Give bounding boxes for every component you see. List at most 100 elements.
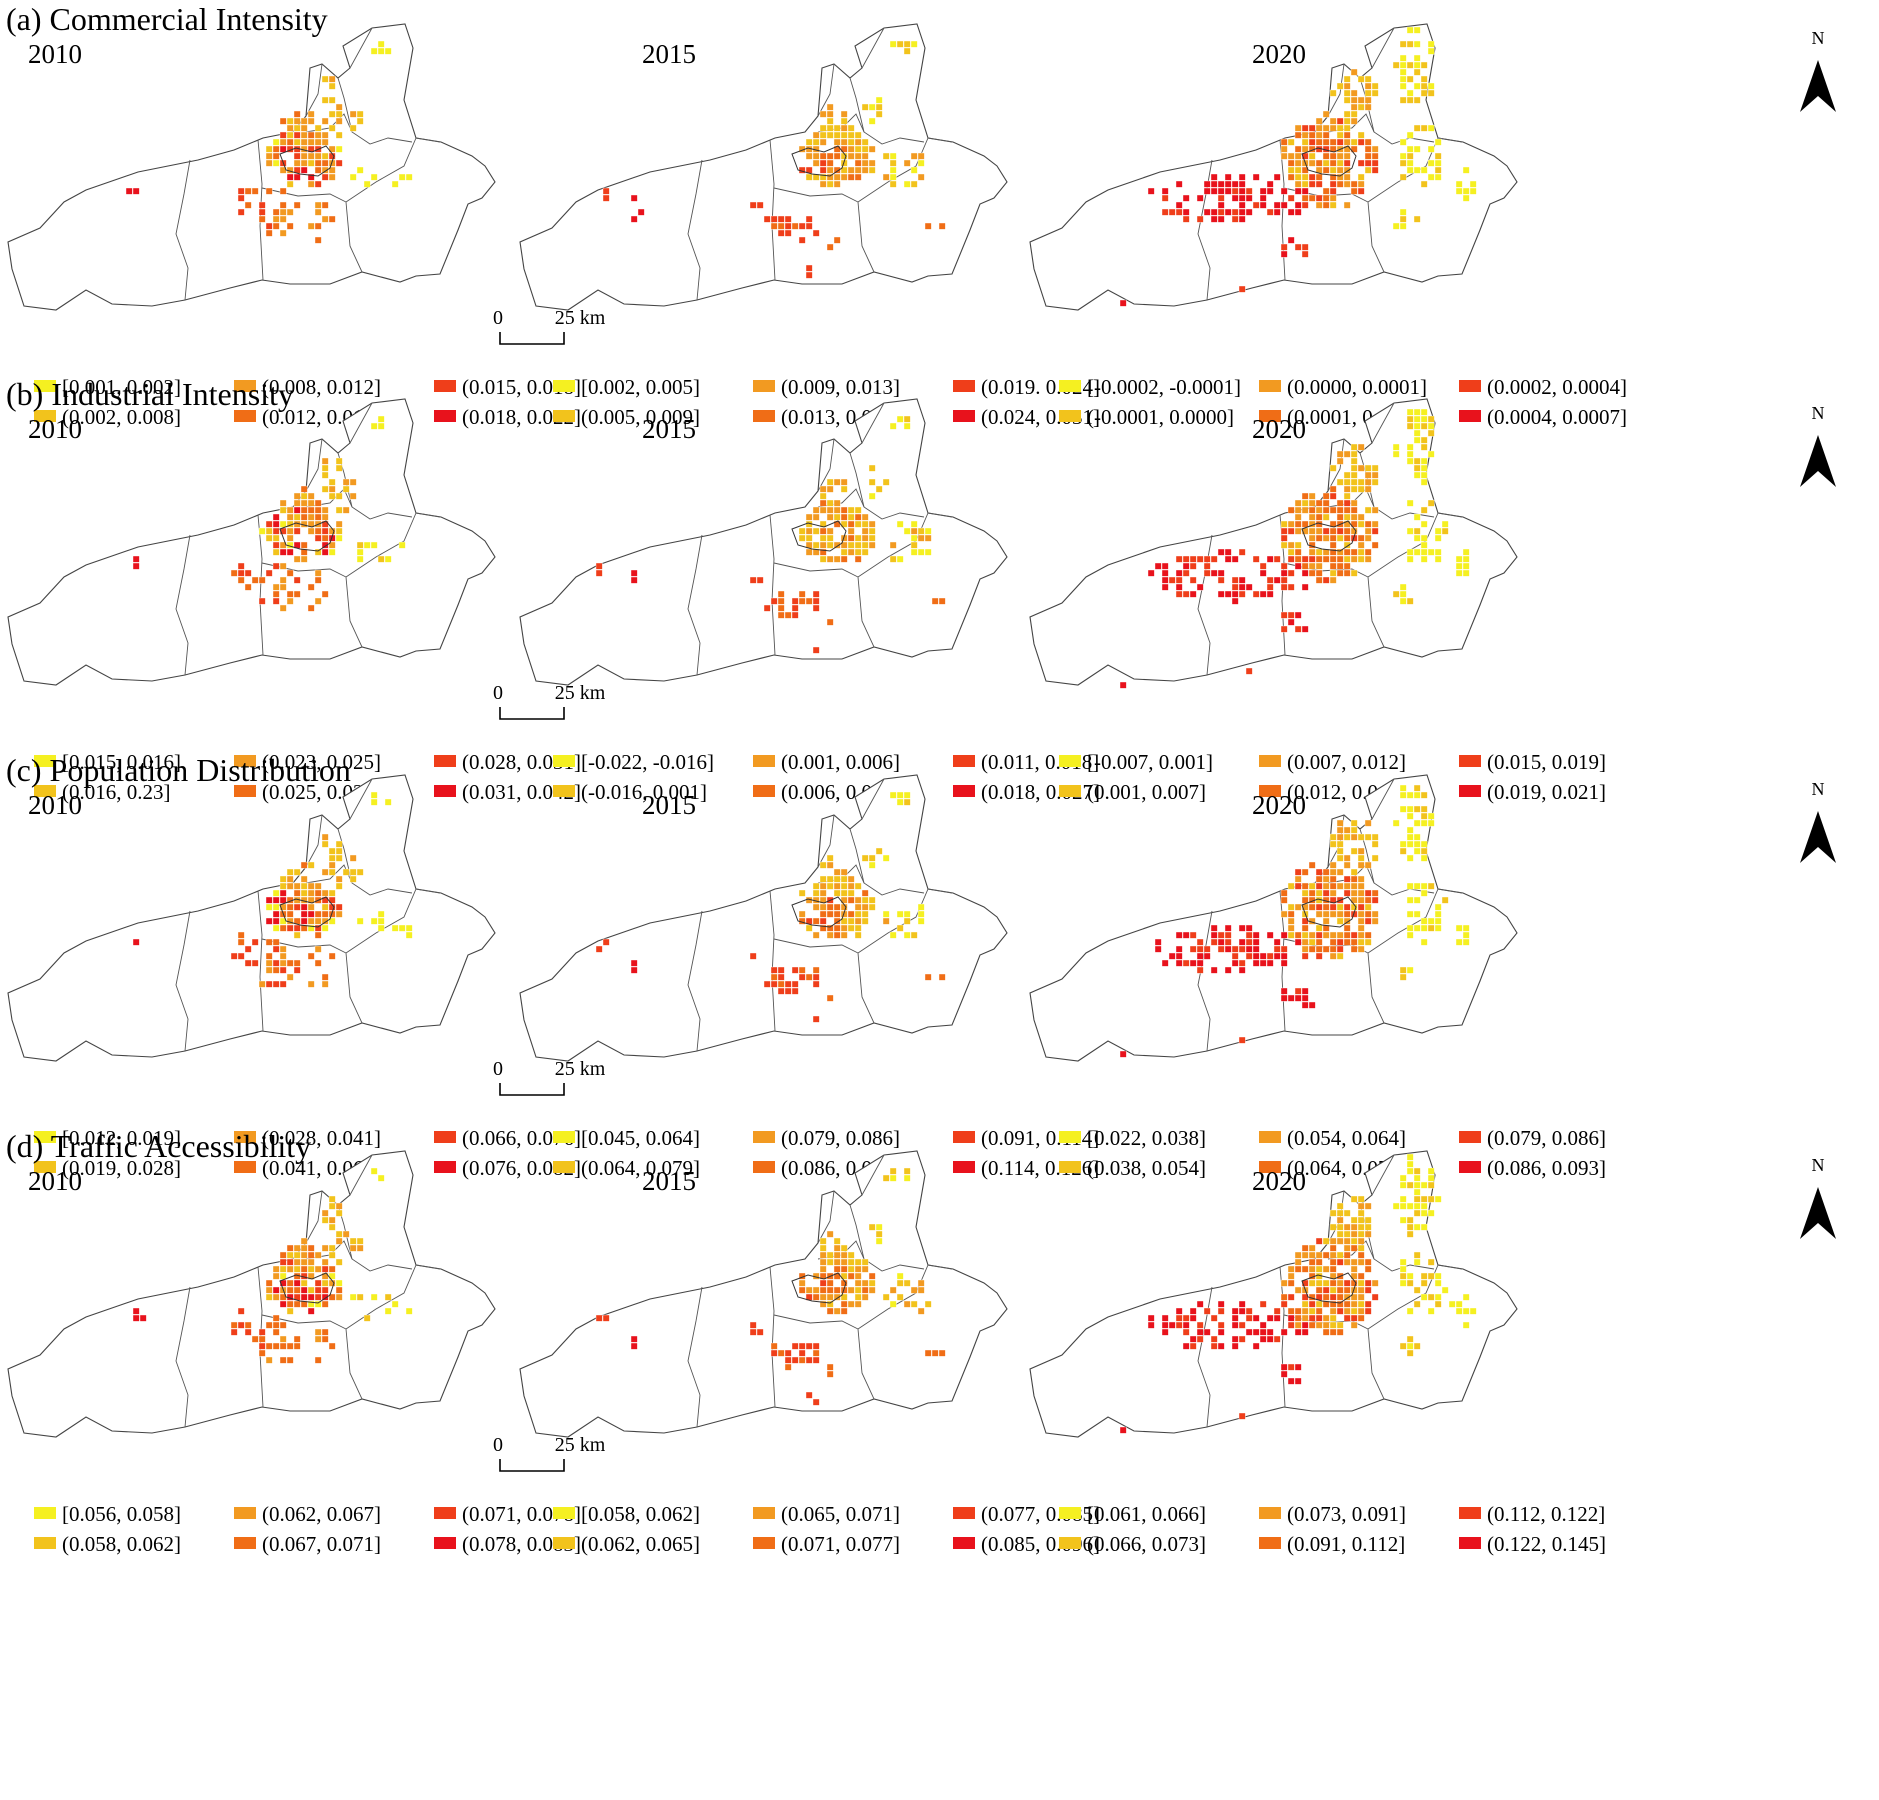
grid-cell [1238,180,1246,188]
legend-swatch [753,380,775,392]
grid-cell [1322,1251,1330,1259]
grid-cell [1350,1265,1358,1273]
grid-cell [293,117,301,125]
grid-cell [258,1328,266,1336]
grid-cell [279,1265,287,1273]
grid-cell [1364,833,1372,841]
county-boundary [1371,402,1395,444]
grid-cell [1413,1188,1421,1196]
grid-cell [1175,1314,1183,1322]
grid-cell [1420,471,1428,479]
grid-cell [1343,1293,1351,1301]
map-2015 [519,774,1008,1062]
legend-label: (0.009, 0.013] [781,375,900,399]
grid-cell [1287,1363,1295,1371]
grid-cell [826,1251,834,1259]
grid-cell [1196,1328,1204,1336]
scale-zero: 0 [493,307,503,329]
grid-cell [903,917,911,925]
grid-cell [868,861,876,869]
grid-cell [1364,931,1372,939]
grid-cell [398,924,406,932]
grid-cell [1343,562,1351,570]
grid-cell [924,1300,932,1308]
grid-cell [272,215,280,223]
grid-cell [1322,868,1330,876]
grid-cell [356,541,364,549]
county-boundary [345,888,417,954]
grid-cell [819,889,827,897]
grid-cell [279,208,287,216]
grid-cell [1357,180,1365,188]
grid-cell [910,1286,918,1294]
grid-cell [272,1321,280,1329]
legend-label: (0.079, 0.086] [781,1126,900,1150]
grid-cell [805,215,813,223]
grid-cell [1364,138,1372,146]
grid-cell [1322,1328,1330,1336]
grid-cell [1301,243,1309,251]
grid-cell [1350,875,1358,883]
grid-cell [1343,159,1351,167]
grid-cell [1406,166,1414,174]
grid-cell [1329,562,1337,570]
grid-cell [1399,222,1407,230]
legend-swatch [1459,1507,1481,1519]
grid-cell [847,152,855,160]
grid-cell [1322,534,1330,542]
grid-cell [1336,847,1344,855]
grid-cell [1329,1293,1337,1301]
grid-cell [805,597,813,605]
grid-cell [1413,26,1421,34]
grid-cell [812,597,820,605]
grid-cell [826,924,834,932]
legend-swatch [953,755,975,767]
grid-cell [1343,875,1351,883]
grid-cell [812,966,820,974]
grid-cell [1392,61,1400,69]
grid-cell [1266,959,1274,967]
grid-cell [1273,576,1281,584]
grid-cell [798,527,806,535]
grid-cell [1322,875,1330,883]
grid-cell [1434,1300,1442,1308]
grid-cell [1441,896,1449,904]
grid-cell [272,966,280,974]
grid-cell [854,131,862,139]
grid-cell [1434,1195,1442,1203]
grid-cell [1252,952,1260,960]
grid-cell [1259,590,1267,598]
grid-cell [335,1258,343,1266]
grid-cell [356,548,364,556]
grid-cell [1315,875,1323,883]
grid-cell [798,590,806,598]
grid-cell [1343,75,1351,83]
grid-cell [293,1335,301,1343]
grid-cell [1336,1328,1344,1336]
grid-cell [314,945,322,953]
grid-cell [882,173,890,181]
grid-cell [1315,117,1323,125]
grid-cell [405,931,413,939]
grid-cell [812,131,820,139]
grid-cell [630,576,638,584]
north-label: N [1812,403,1825,423]
grid-cell [1371,145,1379,153]
grid-cell [868,1223,876,1231]
grid-cell [1287,555,1295,563]
legend-label: (0.019. 0.024] [981,375,1100,399]
grid-cell [1462,924,1470,932]
grid-cell [1252,945,1260,953]
grid-cell [1406,89,1414,97]
grid-cell [1336,180,1344,188]
map-2010 [7,398,496,686]
grid-cell [1329,910,1337,918]
grid-cell [910,931,918,939]
grid-cell [1287,917,1295,925]
grid-cell [833,555,841,563]
grid-cell [1308,945,1316,953]
legend-swatch [553,410,575,422]
grid-cell [1413,805,1421,813]
legend-swatch [553,380,575,392]
grid-cell [1308,889,1316,897]
